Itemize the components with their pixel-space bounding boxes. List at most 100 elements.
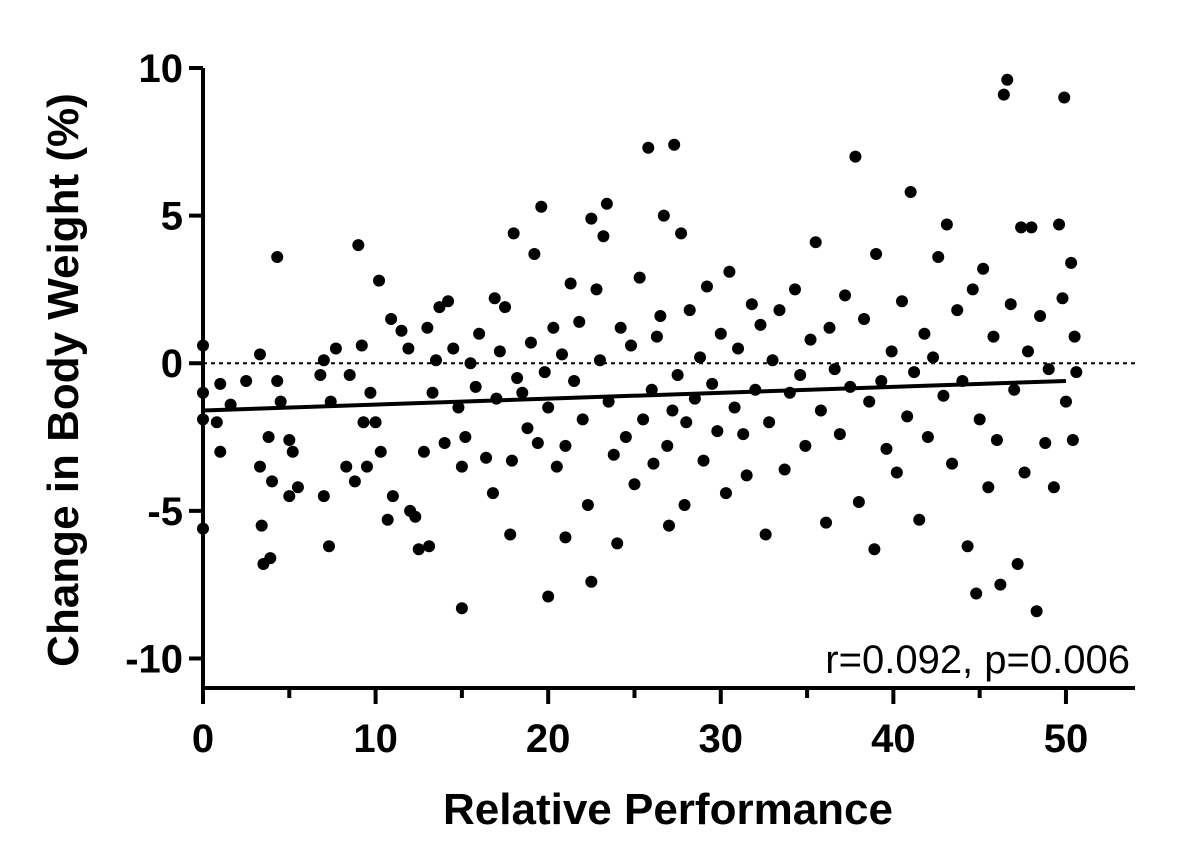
data-point — [1015, 221, 1028, 234]
data-point — [885, 345, 898, 358]
data-point — [559, 439, 572, 452]
data-point — [421, 321, 434, 334]
data-point — [469, 380, 482, 393]
data-point — [493, 345, 506, 358]
data-point — [706, 377, 719, 390]
data-point — [723, 265, 736, 278]
data-point — [937, 389, 950, 402]
data-point — [740, 469, 753, 482]
data-point — [395, 324, 408, 337]
data-point — [423, 540, 436, 553]
data-point — [542, 590, 555, 603]
data-point — [973, 413, 986, 426]
data-point — [737, 428, 750, 441]
data-point — [700, 280, 713, 293]
data-point — [1011, 558, 1024, 570]
data-point — [442, 295, 455, 308]
data-point — [531, 436, 544, 449]
data-point — [927, 351, 940, 364]
y-axis-ticks: 10 5 0 -5 -10 — [125, 47, 203, 681]
data-point — [904, 186, 917, 198]
x-tick-label: 20 — [526, 717, 571, 761]
data-point — [728, 401, 741, 414]
data-point — [581, 498, 594, 511]
data-point — [329, 342, 342, 355]
data-point — [486, 487, 499, 500]
data-point — [1059, 395, 1072, 408]
data-point — [839, 289, 852, 302]
data-point — [637, 413, 650, 426]
data-point — [625, 339, 638, 352]
data-point — [488, 292, 501, 305]
data-point — [1001, 73, 1014, 86]
data-point — [262, 431, 275, 444]
data-point — [901, 410, 914, 423]
data-point — [550, 460, 563, 473]
data-point — [322, 540, 335, 553]
data-point — [314, 369, 327, 382]
data-point — [732, 342, 745, 355]
data-point — [386, 490, 399, 503]
data-point — [628, 478, 641, 491]
data-point — [1066, 434, 1079, 446]
data-point — [614, 321, 627, 334]
data-point — [291, 481, 304, 494]
data-point — [982, 481, 995, 494]
data-point — [507, 227, 520, 240]
data-point — [619, 431, 632, 444]
data-point — [647, 457, 660, 470]
data-point — [547, 321, 560, 334]
data-point — [433, 301, 446, 314]
data-point — [283, 434, 296, 446]
data-point — [788, 283, 801, 296]
data-point — [766, 354, 779, 367]
data-point — [961, 540, 974, 553]
data-point — [828, 363, 841, 376]
data-point — [987, 330, 1000, 343]
data-point — [932, 250, 945, 263]
data-point — [745, 298, 758, 311]
data-point — [809, 236, 822, 249]
data-point — [590, 283, 603, 296]
data-point — [611, 537, 624, 550]
data-point — [671, 369, 684, 382]
data-point — [266, 475, 279, 488]
data-point — [283, 490, 296, 503]
data-point — [402, 342, 415, 355]
data-point — [355, 339, 368, 352]
data-point — [573, 315, 586, 328]
data-point — [271, 250, 284, 263]
data-point — [868, 543, 881, 556]
data-point — [357, 416, 370, 429]
y-tick-label: 0 — [161, 342, 183, 386]
data-point — [1058, 91, 1071, 104]
regression-line — [202, 378, 1067, 413]
data-point — [528, 248, 541, 260]
data-point — [642, 141, 655, 154]
correlation-annotation: r=0.092, p=0.006 — [825, 638, 1130, 682]
data-point — [814, 404, 827, 417]
data-point — [524, 336, 537, 349]
data-point — [286, 445, 299, 458]
data-point — [504, 528, 517, 541]
data-point — [678, 498, 691, 511]
data-point — [555, 348, 568, 361]
data-point — [650, 330, 663, 343]
data-point — [1034, 310, 1047, 322]
data-point — [908, 366, 921, 379]
data-point — [1065, 256, 1078, 269]
data-point — [459, 431, 472, 444]
data-point — [1008, 383, 1021, 396]
y-axis-title: Change in Body Weight (%) — [39, 93, 88, 667]
data-point — [654, 310, 667, 322]
y-tick-label: -10 — [125, 637, 183, 681]
data-point — [438, 436, 451, 449]
data-point — [675, 227, 688, 240]
data-point — [1056, 292, 1069, 305]
data-point — [918, 327, 931, 340]
data-point — [668, 138, 681, 151]
data-point — [1053, 218, 1066, 231]
data-point — [585, 212, 598, 225]
data-point — [542, 401, 555, 414]
y-tick-label: 5 — [161, 195, 183, 239]
